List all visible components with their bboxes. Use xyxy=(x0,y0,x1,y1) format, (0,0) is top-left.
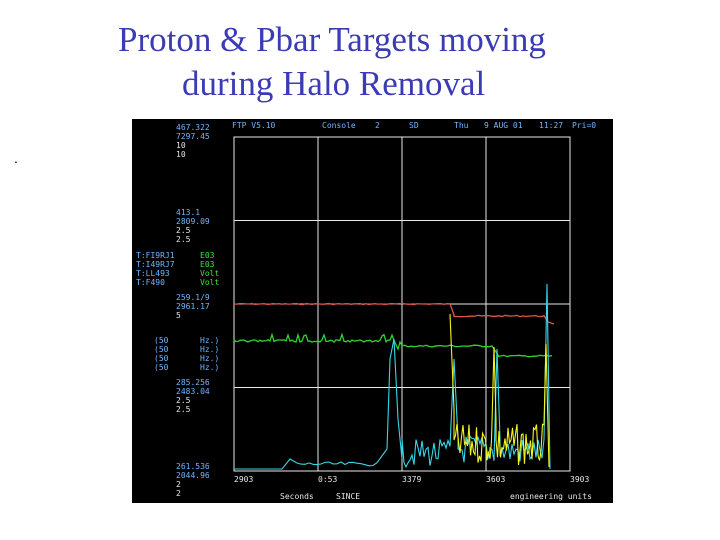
rate-unit-2: Hz.) xyxy=(200,354,220,363)
header-app: FTP V5.10 xyxy=(232,121,276,130)
scale-0-b: 10 xyxy=(176,150,186,159)
header-date: 9 AUG 01 xyxy=(484,121,523,130)
scale-4-a: 2 xyxy=(176,480,181,489)
scale-1-bottom: 2809.09 xyxy=(176,217,210,226)
yellow-trace xyxy=(449,313,550,468)
scale-0-top: 467.322 xyxy=(176,123,210,132)
scale-3-a: 2.5 xyxy=(176,396,191,405)
scale-0-bottom: 7297.45 xyxy=(176,132,210,141)
scale-4-bottom: 2044.96 xyxy=(176,471,210,480)
cyan-trace xyxy=(234,283,551,470)
plot-canvas xyxy=(233,136,571,472)
x-tick-4: 3903 xyxy=(570,475,590,484)
since-label: SINCE xyxy=(336,492,361,501)
plot-screen: FTP V5.10 Console 2 SD Thu 9 AUG 01 11:2… xyxy=(132,119,613,503)
x-tick-2: 3379 xyxy=(402,475,422,484)
rate-0: (50 xyxy=(154,336,169,345)
scale-1-a: 2.5 xyxy=(176,226,191,235)
device-unit-0: E03 xyxy=(200,251,215,260)
rate-2: (50 xyxy=(154,354,169,363)
scale-3-bottom: 2483.04 xyxy=(176,387,210,396)
header-slot: 2 xyxy=(375,121,380,130)
header-sd: SD xyxy=(409,121,419,130)
scale-2-a: 5 xyxy=(176,311,181,320)
header-day: Thu xyxy=(454,121,469,130)
scale-2-top: 259.1/9 xyxy=(176,293,210,302)
bullet-dot: . xyxy=(14,150,18,166)
rate-unit-1: Hz.) xyxy=(200,345,220,354)
x-tick-1: 0:53 xyxy=(318,475,338,484)
rate-1: (50 xyxy=(154,345,169,354)
device-name-2: T:LL493 xyxy=(136,269,170,278)
scale-0-a: 10 xyxy=(176,141,186,150)
slide-title-line1: Proton & Pbar Targets moving xyxy=(118,20,546,59)
scale-1-b: 2.5 xyxy=(176,235,191,244)
rate-unit-3: Hz.) xyxy=(200,363,220,372)
rate-3: (50 xyxy=(154,363,169,372)
green-trace xyxy=(233,332,553,358)
scale-2-bottom: 2961.17 xyxy=(176,302,210,311)
device-unit-2: Volt xyxy=(200,269,220,278)
scale-3-top: 285.256 xyxy=(176,378,210,387)
red-trace xyxy=(233,302,555,325)
slide-title-line2: during Halo Removal xyxy=(182,64,486,103)
header-pri: Pri=0 xyxy=(572,121,597,130)
units-label: engineering units xyxy=(510,492,592,501)
x-tick-3: 3603 xyxy=(486,475,506,484)
scale-4-top: 261.536 xyxy=(176,462,210,471)
x-tick-0: 2903 xyxy=(234,475,254,484)
scale-1-top: 413.1 xyxy=(176,208,201,217)
device-name-3: T:F490 xyxy=(136,278,165,287)
x-axis-label: Seconds xyxy=(280,492,314,501)
device-unit-1: E03 xyxy=(200,260,215,269)
header-time: 11:27 xyxy=(539,121,564,130)
device-name-0: T:FI9RJ1 xyxy=(136,251,175,260)
device-unit-3: Volt xyxy=(200,278,220,287)
header-mode: Console xyxy=(322,121,356,130)
scale-4-b: 2 xyxy=(176,489,181,498)
rate-unit-0: Hz.) xyxy=(200,336,220,345)
scale-3-b: 2.5 xyxy=(176,405,191,414)
device-name-1: T:I49RJ7 xyxy=(136,260,175,269)
